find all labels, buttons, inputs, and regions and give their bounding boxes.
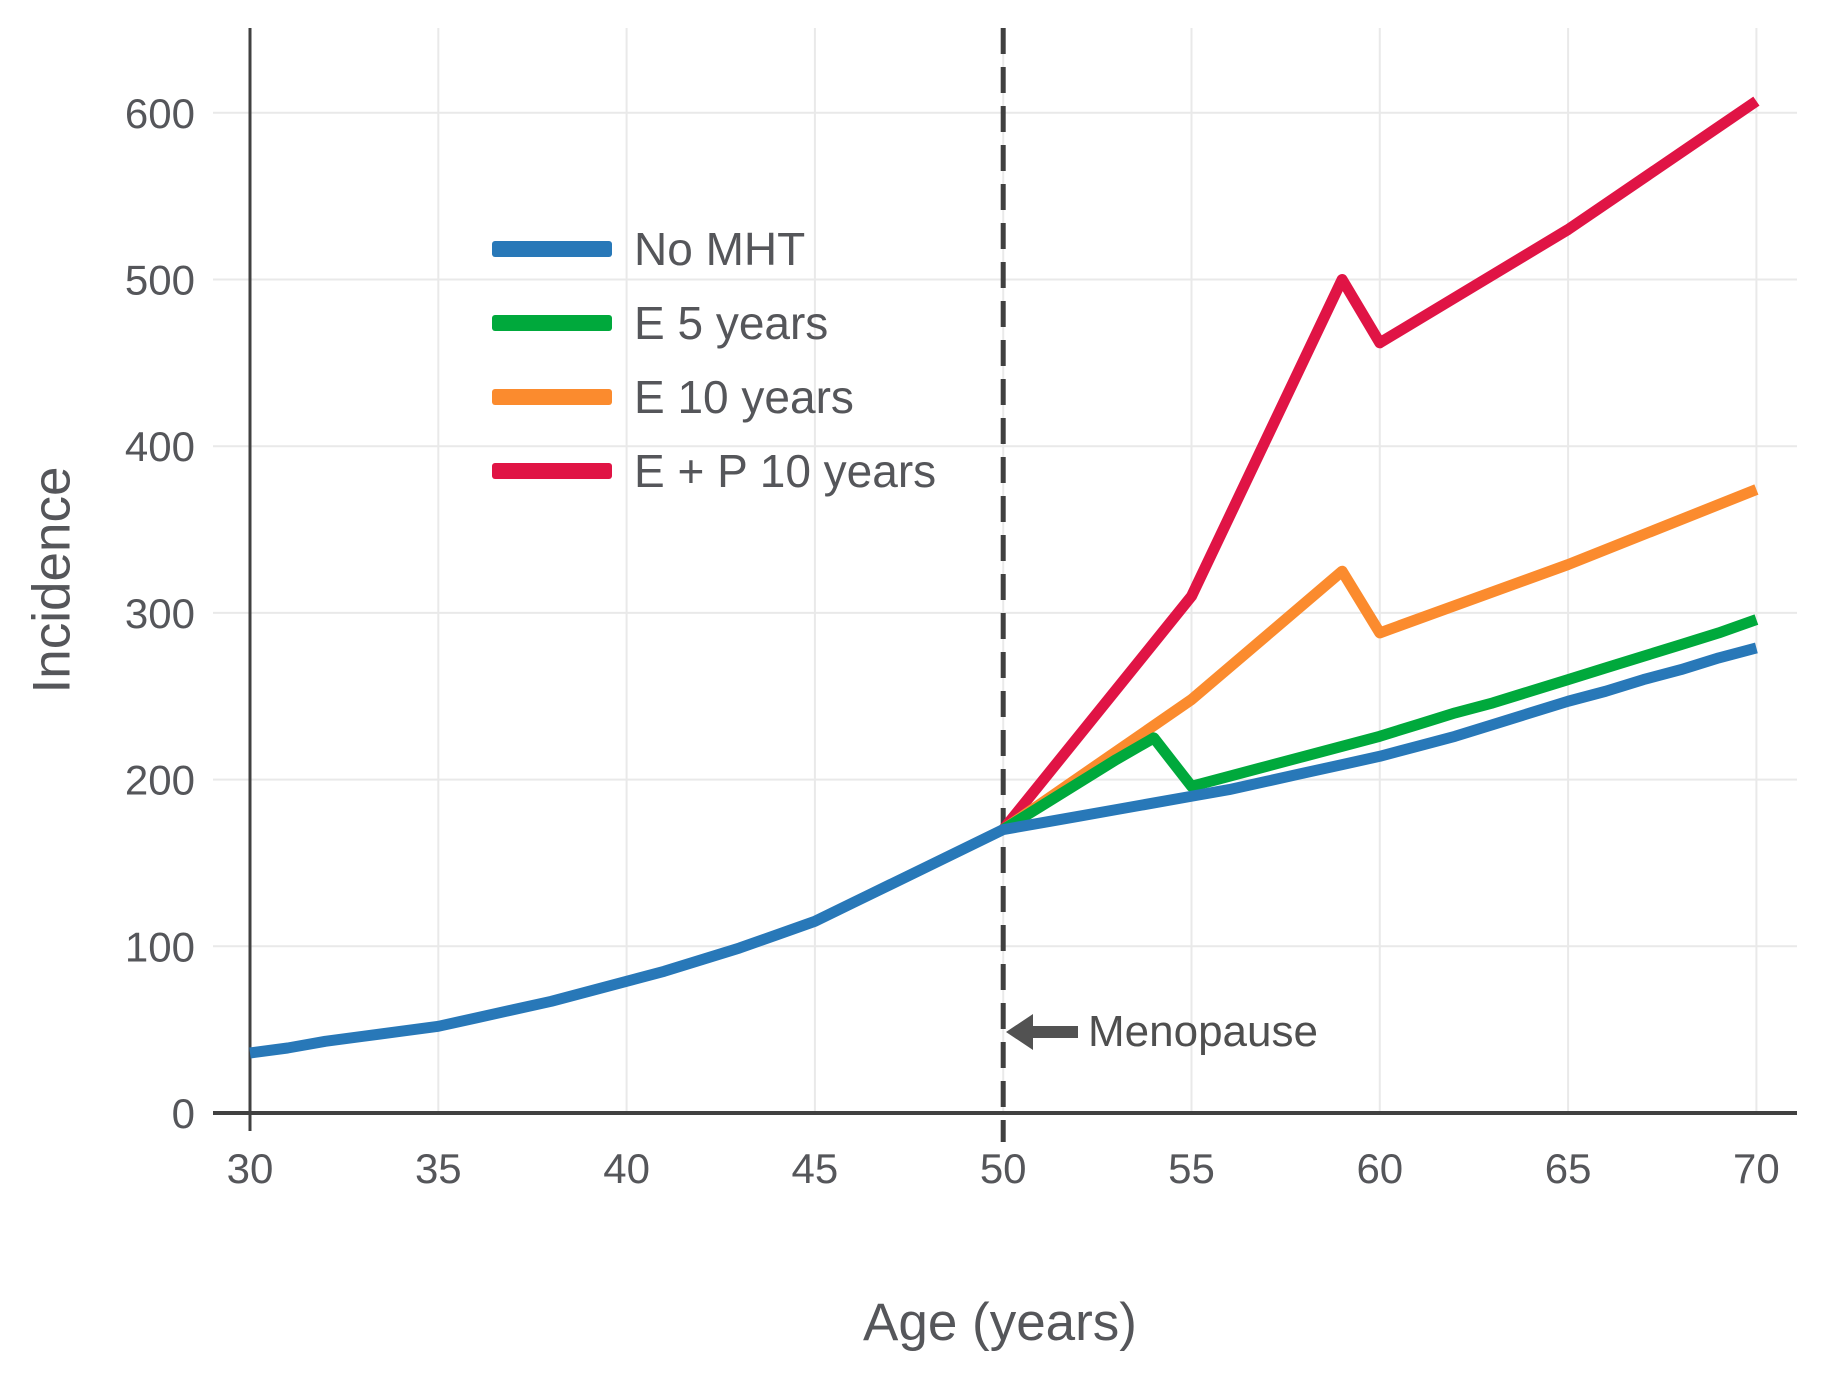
x-tick-label-70: 70 xyxy=(1733,1145,1780,1192)
legend-label: No MHT xyxy=(634,223,806,275)
legend: No MHT E 5 years E 10 years E + P 10 years xyxy=(492,212,936,508)
y-axis-title: Incidence xyxy=(22,466,82,694)
x-tick-label-55: 55 xyxy=(1168,1145,1215,1192)
y-tick-label-500: 500 xyxy=(125,257,195,304)
y-tick-label-0: 0 xyxy=(172,1090,195,1137)
legend-swatch xyxy=(492,241,612,257)
y-tick-label-200: 200 xyxy=(125,757,195,804)
left-arrow-icon xyxy=(1006,1014,1078,1050)
legend-item-e-10-years: E 10 years xyxy=(492,360,936,434)
series-line-e-10-years xyxy=(1000,484,1759,835)
x-tick-label-65: 65 xyxy=(1545,1145,1592,1192)
x-axis-title: Age (years) xyxy=(863,1293,1137,1352)
legend-label: E 5 years xyxy=(634,297,829,349)
x-tick-label-35: 35 xyxy=(415,1145,462,1192)
series-line-e-p-10-years xyxy=(998,96,1760,834)
y-tick-label-100: 100 xyxy=(125,923,195,970)
legend-item-e-p-10-years: E + P 10 years xyxy=(492,434,936,508)
series-line-no-mht xyxy=(249,642,1758,1059)
y-tick-label-400: 400 xyxy=(125,423,195,470)
y-tick-label-300: 300 xyxy=(125,590,195,637)
legend-item-no-mht: No MHT xyxy=(492,212,936,286)
legend-label: E + P 10 years xyxy=(634,445,937,497)
x-tick-label-40: 40 xyxy=(603,1145,650,1192)
legend-label: E 10 years xyxy=(634,371,854,423)
legend-item-e-5-years: E 5 years xyxy=(492,286,936,360)
x-tick-label-50: 50 xyxy=(980,1145,1027,1192)
legend-swatch xyxy=(492,463,612,479)
x-tick-label-60: 60 xyxy=(1356,1145,1403,1192)
legend-swatch xyxy=(492,389,612,405)
series-line-e-5-years xyxy=(1000,614,1759,835)
legend-swatch xyxy=(492,315,612,331)
y-tick-label-600: 600 xyxy=(125,90,195,137)
x-tick-label-45: 45 xyxy=(792,1145,839,1192)
menopause-label: Menopause xyxy=(1088,1007,1318,1056)
x-tick-label-30: 30 xyxy=(227,1145,274,1192)
menopause-annotation: Menopause xyxy=(1006,1004,1318,1060)
